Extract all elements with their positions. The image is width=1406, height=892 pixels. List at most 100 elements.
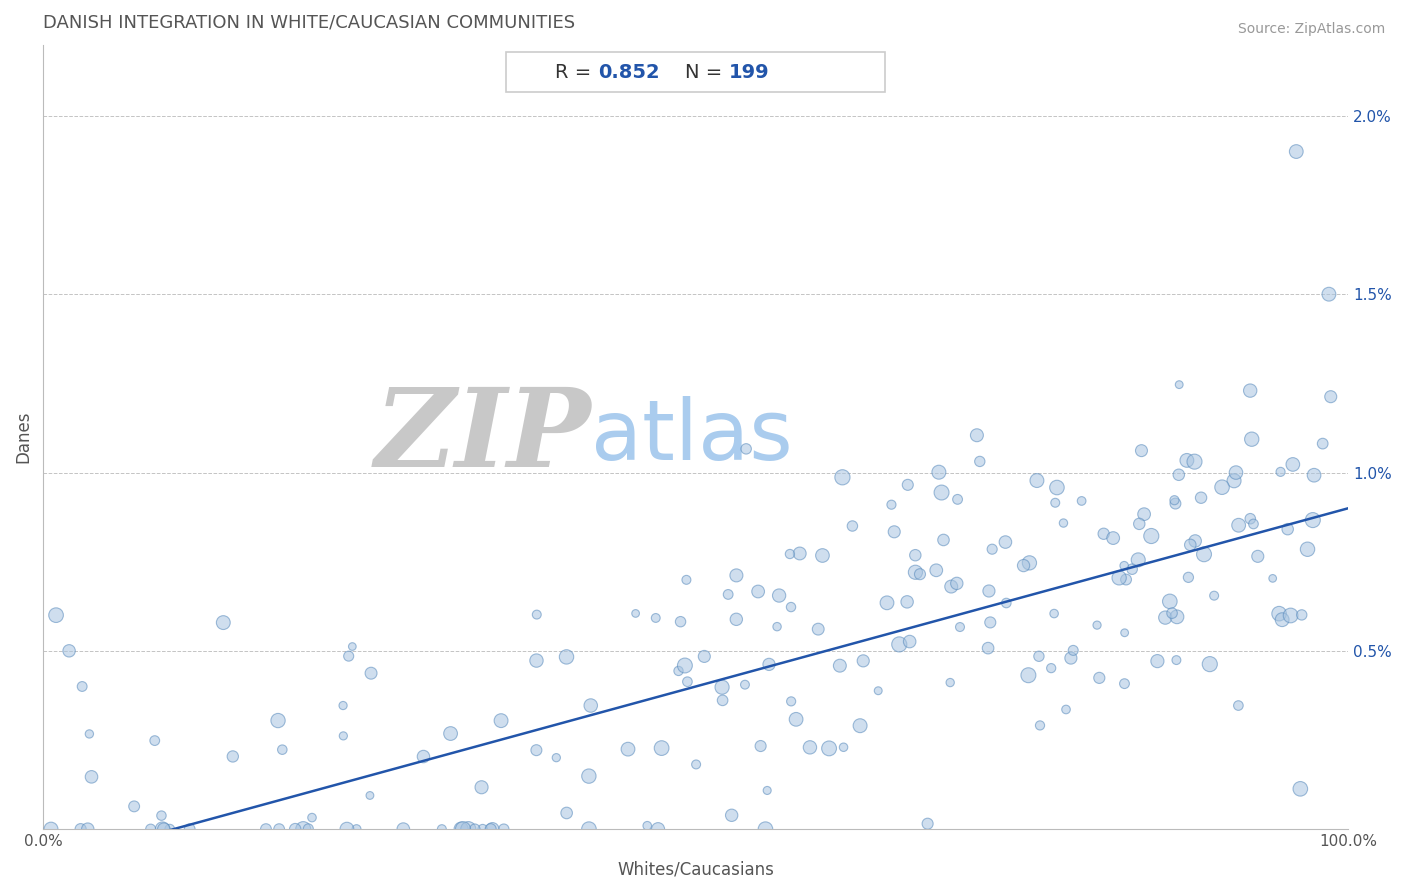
Point [492,822,515,837]
Point [70,680,93,694]
Point [212,615,235,630]
Point [152,822,174,837]
Point [1025,474,1047,488]
Point [76,822,98,837]
Point [489,714,512,728]
Point [969,454,991,468]
Text: R =: R = [555,62,598,81]
Point [1108,571,1130,585]
Point [359,789,381,803]
Point [1088,671,1111,685]
Point [889,637,911,651]
Point [479,822,502,837]
Point [780,694,803,708]
Point [301,811,323,825]
Point [941,580,963,594]
Point [981,542,1004,557]
Point [832,740,855,755]
Point [747,584,769,599]
Point [152,822,174,837]
Point [868,683,890,698]
Point [1279,608,1302,623]
Point [524,743,547,757]
Point [79,727,101,741]
Point [904,566,927,580]
Point [1175,453,1198,467]
Point [464,822,486,837]
Point [758,657,780,672]
Point [451,822,474,837]
Point [883,524,905,539]
Point [1302,513,1324,527]
Point [1225,466,1247,480]
Point [852,654,875,668]
Point [876,596,898,610]
Point [768,589,790,603]
Y-axis label: Danes: Danes [14,410,32,463]
Point [725,568,748,582]
Point [179,822,201,837]
Point [292,822,315,837]
Point [1163,493,1185,508]
Point [939,675,962,690]
Point [1270,465,1292,479]
Point [1184,533,1206,548]
Point [1012,558,1035,573]
Point [1043,607,1066,621]
Point [799,740,821,755]
Point [711,680,734,694]
Point [931,485,953,500]
Point [668,664,690,678]
Point [254,822,277,837]
Point [1128,516,1150,531]
Point [1054,702,1077,716]
Point [45,608,67,623]
Point [284,822,307,837]
Point [1114,625,1136,640]
Point [1168,377,1191,392]
Point [720,808,742,822]
Point [1166,609,1188,624]
Point [904,548,927,562]
Point [1159,594,1181,608]
Point [1121,562,1143,576]
Point [1198,657,1220,672]
Point [1285,145,1308,159]
Point [267,714,290,728]
Point [1289,781,1312,796]
Point [754,822,776,837]
Point [271,742,294,756]
Point [977,641,1000,656]
Point [430,822,453,837]
Point [69,822,91,837]
Point [831,470,853,484]
Point [337,649,360,664]
Point [766,620,789,634]
Point [143,733,166,747]
Point [546,750,568,764]
Text: 199: 199 [728,62,769,81]
Text: Source: ZipAtlas.com: Source: ZipAtlas.com [1237,22,1385,37]
Point [1312,436,1334,450]
Point [39,822,62,837]
Point [579,698,602,713]
Point [1017,668,1039,682]
Point [828,658,851,673]
Point [928,465,950,479]
Point [1261,571,1284,585]
Point [1046,481,1069,495]
Point [811,549,834,563]
Point [159,822,181,837]
Point [779,547,801,561]
Point [617,742,640,756]
Point [896,595,918,609]
Point [734,678,756,692]
Point [995,596,1018,610]
Point [1239,512,1261,526]
Point [1128,553,1150,567]
Point [725,612,748,626]
Point [979,615,1001,630]
Point [1060,651,1083,665]
Point [1240,432,1263,446]
Point [1070,494,1092,508]
